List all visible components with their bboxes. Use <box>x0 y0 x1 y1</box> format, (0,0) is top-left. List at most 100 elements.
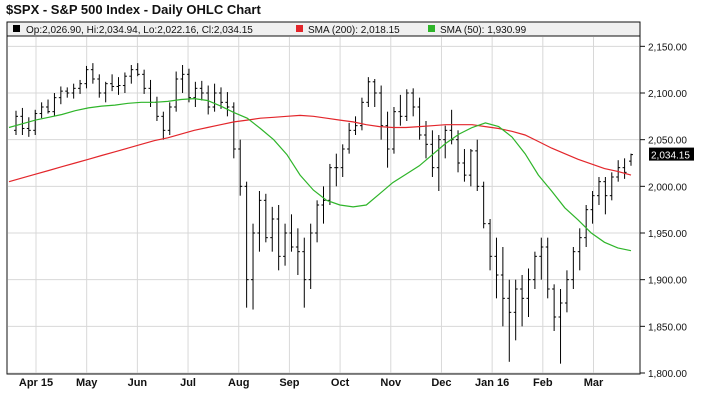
ohlc-bar <box>199 80 204 101</box>
ohlc-bar <box>263 193 268 243</box>
y-axis: 1,800.00 1,850.00 1,900.00 1,950.00 2,000.00… <box>640 42 687 380</box>
ohlc-bar <box>564 270 569 313</box>
ohlc-bar <box>219 87 223 109</box>
x-tick-label: May <box>76 377 98 389</box>
grid-layer <box>8 37 639 374</box>
ohlc-bar <box>417 97 422 140</box>
x-tick-label: Oct <box>331 377 350 389</box>
sma200-line <box>8 114 632 183</box>
ohlc-bar <box>283 223 288 266</box>
x-tick-label: Feb <box>533 377 553 389</box>
ohlc-bar <box>340 144 345 177</box>
ohlc-bar <box>251 223 256 310</box>
ohlc-bar <box>238 139 243 196</box>
y-tick-label: 2,100.00 <box>648 89 687 100</box>
ohlc-legend-swatch <box>13 25 20 32</box>
ohlc-bar <box>302 237 307 308</box>
ohlc-bar <box>545 237 550 299</box>
x-tick-label: Jan 16 <box>475 377 509 389</box>
sma200-legend-swatch <box>296 25 303 32</box>
ohlc-bar <box>90 63 95 84</box>
ohlc-bar <box>526 268 531 317</box>
ohlc-bar <box>500 247 505 327</box>
ohlc-bar <box>193 81 198 107</box>
y-tick-label: 1,850.00 <box>648 322 687 333</box>
ohlc-bar <box>481 181 486 229</box>
ohlc-bar <box>206 85 211 115</box>
ohlc-bar <box>436 135 441 191</box>
x-tick-label: Jun <box>128 377 148 389</box>
ohlc-bar <box>590 191 595 224</box>
ohlc-bar <box>507 279 512 362</box>
ohlc-bar <box>122 72 127 93</box>
x-axis: Apr 15 May Jun Jul Aug Sep Oct Nov Dec Jan 16 Feb M… <box>19 377 604 389</box>
ohlc-bar <box>58 86 63 105</box>
ohlc-bar <box>167 102 172 135</box>
last-price-label: 2,034.15 <box>651 151 690 162</box>
ohlc-bar <box>308 223 313 289</box>
ohlc-bar <box>84 65 89 89</box>
ohlc-bar <box>359 97 364 131</box>
ohlc-bar <box>532 251 537 289</box>
ohlc-bar <box>116 77 121 95</box>
ohlc-bar <box>468 149 473 187</box>
ohlc-bar <box>52 93 57 117</box>
ohlc-bar <box>577 228 582 271</box>
ohlc-bar <box>596 177 601 205</box>
ohlc-bar <box>212 83 217 112</box>
chart-title: $SPX - S&P 500 Index - Daily OHLC Chart <box>6 2 261 17</box>
x-tick-label: Dec <box>431 377 451 389</box>
x-tick-label: Aug <box>228 377 249 389</box>
ohlc-bar <box>257 191 262 252</box>
ohlc-bar <box>174 71 179 112</box>
ohlc-bar <box>129 65 134 84</box>
ohlc-bar <box>231 102 236 159</box>
ohlc-bar <box>488 219 493 271</box>
ohlc-bar <box>366 77 371 107</box>
ohlc-bar <box>571 247 576 289</box>
y-tick-label: 2,000.00 <box>648 182 687 193</box>
ohlc-bar <box>391 107 396 154</box>
sma200-legend-label: SMA (200): 2,018.15 <box>308 25 400 36</box>
ohlc-bar <box>443 125 448 159</box>
ohlc-bar <box>161 111 166 140</box>
sma50-legend-swatch <box>428 25 435 32</box>
x-tick-label: Sep <box>279 377 299 389</box>
ohlc-bar <box>33 109 38 135</box>
ohlc-bar <box>347 122 352 154</box>
ohlc-bar <box>154 96 159 121</box>
ohlc-bar <box>404 89 409 121</box>
ohlc-bar <box>327 163 332 205</box>
ohlc-bar <box>372 79 377 107</box>
ohlc-bar <box>520 275 525 327</box>
y-tick-label: 2,150.00 <box>648 42 687 53</box>
ohlc-bar <box>142 69 147 94</box>
x-tick-label: Nov <box>380 377 402 389</box>
ohlc-bar <box>225 92 230 117</box>
ohlc-bar <box>180 65 185 93</box>
ohlc-bar <box>315 200 320 243</box>
y-tick-label: 1,900.00 <box>648 276 687 287</box>
ohlc-bar <box>629 153 633 166</box>
ohlc-bar <box>539 237 544 280</box>
ohlc-bar <box>110 74 115 92</box>
ohlc-bar <box>584 205 589 247</box>
ohlc-bar <box>462 149 467 182</box>
ohlc-bar <box>456 130 461 173</box>
ohlc-bar <box>552 284 557 331</box>
x-tick-label: Jul <box>180 377 196 389</box>
ohlc-bar <box>270 206 275 252</box>
y-tick-label: 1,800.00 <box>648 369 687 380</box>
ohlc-bar <box>353 116 358 135</box>
ohlc-bar <box>379 85 384 140</box>
ohlc-bar <box>411 88 416 117</box>
ohlc-legend-label: Op:2,026.90, Hi:2,034.94, Lo:2,022.16, C… <box>26 25 253 36</box>
ohlc-bar <box>289 214 294 252</box>
legend-bar: Op:2,026.90, Hi:2,034.94, Lo:2,022.16, C… <box>6 21 641 37</box>
ohlc-bar <box>65 87 70 98</box>
ohlc-bar <box>424 121 428 159</box>
ohlc-bar <box>475 139 480 191</box>
ohlc-bar <box>186 68 191 103</box>
ohlc-bar <box>26 117 31 137</box>
x-tick-label: Mar <box>584 377 604 389</box>
